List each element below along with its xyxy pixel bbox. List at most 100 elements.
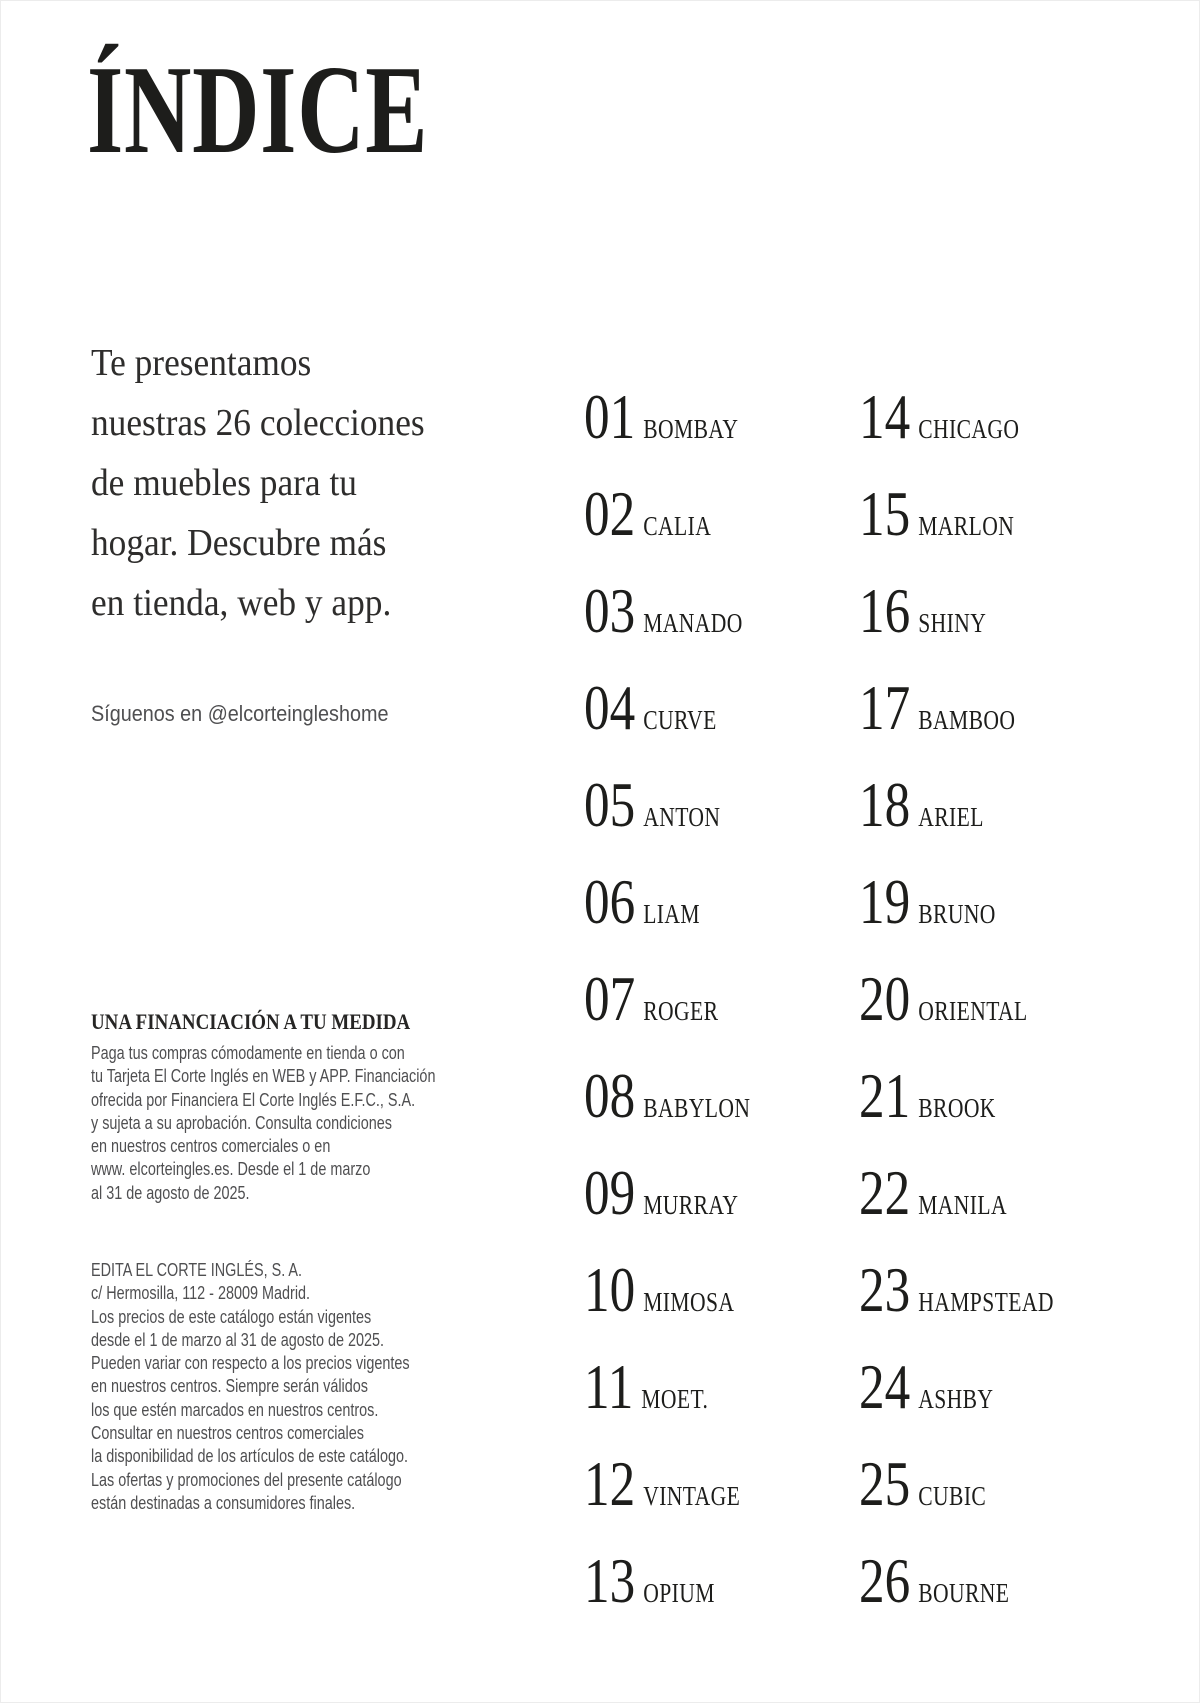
collection-number: 08	[584, 1060, 636, 1131]
collection-name: CHICAGO	[918, 414, 1020, 444]
index-entry[interactable]: 15 MARLON	[859, 482, 1054, 579]
financing-line: Paga tus compras cómodamente en tienda o…	[91, 1043, 405, 1063]
publisher-line: los que estén marcados en nuestros centr…	[91, 1399, 379, 1420]
publisher-line: en nuestros centros. Siempre serán válid…	[91, 1376, 368, 1397]
collection-number: 15	[859, 478, 911, 549]
collection-number: 04	[584, 672, 636, 743]
collection-number: 23	[859, 1254, 911, 1325]
index-entry[interactable]: 01 BOMBAY	[584, 385, 750, 482]
collection-number: 01	[584, 381, 636, 452]
collection-number: 19	[859, 866, 911, 937]
index-entry[interactable]: 08 BABYLON	[584, 1064, 750, 1161]
page-title: ÍNDICE	[87, 41, 429, 180]
collection-number: 12	[584, 1448, 636, 1519]
intro-line: en tienda, web y app.	[91, 582, 392, 624]
collection-name: MANILA	[918, 1190, 1007, 1220]
index-entry[interactable]: 12 VINTAGE	[584, 1452, 750, 1549]
index-entry[interactable]: 09 MURRAY	[584, 1161, 750, 1258]
financing-heading: UNA FINANCIACIÓN A TU MEDIDA	[91, 1009, 411, 1034]
collection-name: CALIA	[643, 511, 712, 541]
publisher-line: Los precios de este catálogo están vigen…	[91, 1306, 372, 1327]
collection-name: MOET.	[641, 1384, 709, 1414]
collection-number: 25	[859, 1448, 911, 1519]
index-entry[interactable]: 23 HAMPSTEAD	[859, 1258, 1054, 1355]
index-entry[interactable]: 16 SHINY	[859, 579, 1054, 676]
index-entry[interactable]: 14 CHICAGO	[859, 385, 1054, 482]
collection-name: MURRAY	[643, 1190, 739, 1220]
intro-line: nuestras 26 colecciones	[91, 402, 425, 444]
publisher-line: la disponibilidad de los artículos de es…	[91, 1446, 409, 1467]
index-entry[interactable]: 06 LIAM	[584, 870, 750, 967]
intro-text: Te presentamos nuestras 26 colecciones d…	[91, 333, 425, 633]
index-entry[interactable]: 20 ORIENTAL	[859, 967, 1054, 1064]
collection-name: MARLON	[918, 511, 1015, 541]
financing-line: y sujeta a su aprobación. Consulta condi…	[91, 1112, 392, 1133]
index-entry[interactable]: 22 MANILA	[859, 1161, 1054, 1258]
index-entry[interactable]: 17 BAMBOO	[859, 676, 1054, 773]
index-entry[interactable]: 25 CUBIC	[859, 1452, 1054, 1549]
publisher-line: EDITA EL CORTE INGLÉS, S. A.	[91, 1260, 303, 1280]
index-column-right: 14 CHICAGO 15 MARLON 16 SHINY 17 BAMBOO …	[859, 385, 1103, 1646]
index-entry[interactable]: 05 ANTON	[584, 773, 750, 870]
collection-number: 09	[584, 1157, 636, 1228]
collection-number: 11	[584, 1351, 634, 1422]
index-entry[interactable]: 10 MIMOSA	[584, 1258, 750, 1355]
financing-line: al 31 de agosto de 2025.	[91, 1182, 250, 1203]
collection-name: BOURNE	[918, 1578, 1010, 1608]
collection-name: ARIEL	[918, 802, 984, 832]
collection-name: LIAM	[643, 899, 700, 929]
index-entry[interactable]: 04 CURVE	[584, 676, 750, 773]
collection-number: 26	[859, 1545, 911, 1616]
collection-name: BABYLON	[643, 1093, 751, 1123]
collection-number: 10	[584, 1254, 636, 1325]
publisher-body: EDITA EL CORTE INGLÉS, S. A. c/ Hermosil…	[91, 1259, 410, 1515]
index-column-left: 01 BOMBAY 02 CALIA 03 MANADO 04 CURVE 05…	[584, 385, 792, 1646]
collection-number: 22	[859, 1157, 911, 1228]
publisher-line: están destinadas a consumidores finales.	[91, 1492, 356, 1513]
collection-name: ORIENTAL	[918, 996, 1028, 1026]
collection-number: 20	[859, 963, 911, 1034]
financing-line: ofrecida por Financiera El Corte Inglés …	[91, 1089, 416, 1110]
index-entry[interactable]: 11 MOET.	[584, 1355, 750, 1452]
collection-number: 07	[584, 963, 636, 1034]
collection-name: BROOK	[918, 1093, 996, 1123]
financing-section: UNA FINANCIACIÓN A TU MEDIDA Paga tus co…	[91, 1009, 522, 1205]
collection-number: 13	[584, 1545, 636, 1616]
collection-name: BRUNO	[918, 899, 996, 929]
index-entry[interactable]: 21 BROOK	[859, 1064, 1054, 1161]
index-entry[interactable]: 19 BRUNO	[859, 870, 1054, 967]
collection-name: ANTON	[643, 802, 721, 832]
intro-line: hogar. Descubre más	[91, 522, 387, 564]
collection-name: CUBIC	[918, 1481, 987, 1511]
publisher-section: EDITA EL CORTE INGLÉS, S. A. c/ Hermosil…	[91, 1259, 489, 1515]
index-entry[interactable]: 18 ARIEL	[859, 773, 1054, 870]
index-entry[interactable]: 26 BOURNE	[859, 1549, 1054, 1646]
social-handle-text: Síguenos en @elcorteingleshome	[91, 701, 389, 726]
index-entry[interactable]: 03 MANADO	[584, 579, 750, 676]
collection-name: OPIUM	[643, 1578, 715, 1608]
collection-number: 02	[584, 478, 636, 549]
index-entry[interactable]: 24 ASHBY	[859, 1355, 1054, 1452]
intro-line: de muebles para tu	[91, 462, 357, 504]
collection-number: 24	[859, 1351, 911, 1422]
collection-number: 03	[584, 575, 636, 646]
collection-number: 17	[859, 672, 911, 743]
collection-name: BOMBAY	[643, 414, 739, 444]
index-entry[interactable]: 07 ROGER	[584, 967, 750, 1064]
financing-body: Paga tus compras cómodamente en tienda o…	[91, 1042, 435, 1205]
collection-name: BAMBOO	[918, 705, 1016, 735]
publisher-line: Las ofertas y promociones del presente c…	[91, 1469, 402, 1490]
index-entry[interactable]: 02 CALIA	[584, 482, 750, 579]
intro-line: Te presentamos	[91, 342, 312, 384]
collection-number: 14	[859, 381, 911, 452]
publisher-line: c/ Hermosilla, 112 - 28009 Madrid.	[91, 1283, 311, 1304]
collection-name: ASHBY	[918, 1384, 994, 1414]
financing-line: tu Tarjeta El Corte Inglés en WEB y APP.…	[91, 1066, 436, 1087]
publisher-line: Pueden variar con respecto a los precios…	[91, 1353, 410, 1374]
collection-name: CURVE	[643, 705, 717, 735]
collection-number: 05	[584, 769, 636, 840]
collection-number: 18	[859, 769, 911, 840]
financing-line: www. elcorteingles.es. Desde el 1 de mar…	[91, 1159, 371, 1180]
index-entry[interactable]: 13 OPIUM	[584, 1549, 750, 1646]
